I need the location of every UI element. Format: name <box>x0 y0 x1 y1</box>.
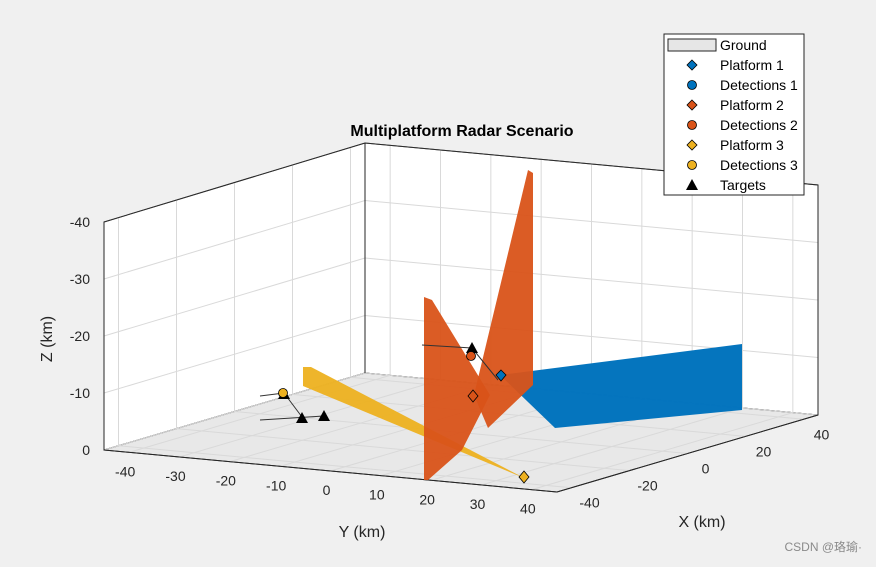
z-tick-label: -30 <box>70 271 90 287</box>
x-tick-label: 20 <box>756 443 772 459</box>
legend-swatch <box>686 99 698 111</box>
y-tick-label: 0 <box>323 482 331 498</box>
y-tick-label: 20 <box>419 491 435 507</box>
grid-line-x <box>176 428 630 472</box>
tick-labels: -40 -30 -20 -10 0 10 20 30 40 -40 -20 0 20 40 -40 -30 -2… <box>70 214 830 517</box>
target-marker-4 <box>318 410 330 421</box>
legend-label: Targets <box>720 177 766 193</box>
y-tick-label: -20 <box>216 473 236 489</box>
z-tick-label: 0 <box>82 442 90 458</box>
z-tick-label: -40 <box>70 214 90 230</box>
y-tick-label: 10 <box>369 487 385 503</box>
legend-swatch <box>667 38 717 52</box>
legend-item: Targets <box>686 177 766 193</box>
z-tick-label: -20 <box>70 328 90 344</box>
target-marker-3 <box>296 412 308 423</box>
platform-1-marker <box>495 369 507 382</box>
detection-2-marker <box>466 351 476 361</box>
legend-label: Detections 1 <box>720 77 798 93</box>
y-tick-label: -30 <box>165 468 185 484</box>
legend-item: Detections 1 <box>687 77 798 93</box>
legend-item: Platform 2 <box>686 97 784 113</box>
grid-line-z <box>103 200 366 280</box>
legend-swatch <box>687 160 697 170</box>
legend-item: Detections 3 <box>687 157 798 173</box>
y-tick-label: -10 <box>266 477 286 493</box>
legend-item: Ground <box>667 37 767 53</box>
legend-label: Detections 3 <box>720 157 798 173</box>
legend-label: Platform 3 <box>720 137 784 153</box>
x-tick-label: -40 <box>579 495 599 511</box>
legend-box <box>663 33 805 196</box>
legend-item: Platform 1 <box>686 57 784 73</box>
z-tick-label: -10 <box>70 385 90 401</box>
legend-swatch <box>687 120 697 130</box>
legend-label: Platform 2 <box>720 97 784 113</box>
beam-platform-1 <box>500 344 742 428</box>
platform-2-marker <box>467 389 479 403</box>
legend-label: Ground <box>720 37 767 53</box>
grid-line-z-right <box>364 257 819 301</box>
x-axis-label: X (km) <box>678 514 725 531</box>
grid-line-z-right <box>364 200 819 243</box>
x-tick-label: 40 <box>814 426 830 442</box>
box-outline-front <box>103 414 819 493</box>
y-tick-label: 40 <box>520 501 536 517</box>
legend-swatch <box>686 59 698 71</box>
legend-swatch <box>687 80 697 90</box>
legend-label: Detections 2 <box>720 117 798 133</box>
platform-3-marker <box>518 470 530 484</box>
watermark: CSDN @珞瑜· <box>784 539 862 554</box>
legend-item: Platform 3 <box>686 137 784 153</box>
grid-line-z <box>103 315 366 394</box>
target-marker-1 <box>466 342 478 353</box>
z-axis-label: Z (km) <box>39 316 56 362</box>
beam-platform-2-right <box>474 170 533 428</box>
detection-3-marker <box>278 388 288 398</box>
y-tick-label: 30 <box>470 496 486 512</box>
chart-title: Multiplatform Radar Scenario <box>350 123 573 140</box>
legend-swatch <box>686 139 698 151</box>
beam-platform-2-left <box>424 297 490 480</box>
legend-item: Detections 2 <box>687 117 798 133</box>
y-tick-label: -40 <box>115 463 135 479</box>
grid-line-z <box>103 257 366 337</box>
x-tick-label: 0 <box>702 461 710 477</box>
legend-label: Platform 1 <box>720 57 784 73</box>
x-tick-label: -20 <box>637 478 657 494</box>
y-axis-label: Y (km) <box>339 524 386 541</box>
legend: Ground Platform 1 Detections 1 Platform 2 De… <box>663 33 805 196</box>
beam-platform-3 <box>303 367 524 478</box>
legend-swatch <box>686 179 698 190</box>
grid-line-x <box>118 445 572 489</box>
